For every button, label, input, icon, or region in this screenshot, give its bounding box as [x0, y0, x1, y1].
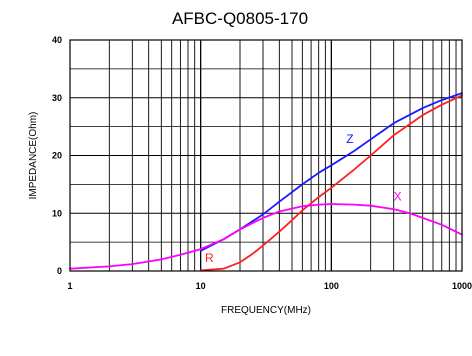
series-group — [69, 92, 463, 272]
y-tick-label: 30 — [52, 93, 62, 103]
y-tick-label: 10 — [52, 208, 62, 218]
series-line-x — [69, 203, 463, 270]
series-labels: Z R X — [205, 132, 402, 265]
tick-labels: 1 10 100 1000 0 10 20 30 40 — [52, 35, 472, 291]
series-line-r — [199, 94, 463, 272]
plot-frame — [69, 39, 463, 272]
grid — [70, 40, 462, 271]
x-tick-label: 1 — [67, 281, 72, 291]
series-label-z: Z — [346, 132, 353, 146]
y-axis-label: IMPEDANCE(Ohm) — [28, 112, 39, 200]
y-tick-label: 20 — [52, 151, 62, 161]
y-tick-label: 0 — [57, 266, 62, 276]
chart-title: AFBC-Q0805-170 — [172, 9, 308, 28]
x-axis-label: FREQUENCY(MHz) — [221, 305, 311, 316]
series-label-x: X — [394, 190, 402, 204]
y-tick-label: 40 — [52, 35, 62, 45]
x-tick-label: 10 — [196, 281, 206, 291]
series-label-r: R — [205, 251, 214, 265]
x-tick-label: 100 — [324, 281, 339, 291]
x-tick-label: 1000 — [452, 281, 472, 291]
